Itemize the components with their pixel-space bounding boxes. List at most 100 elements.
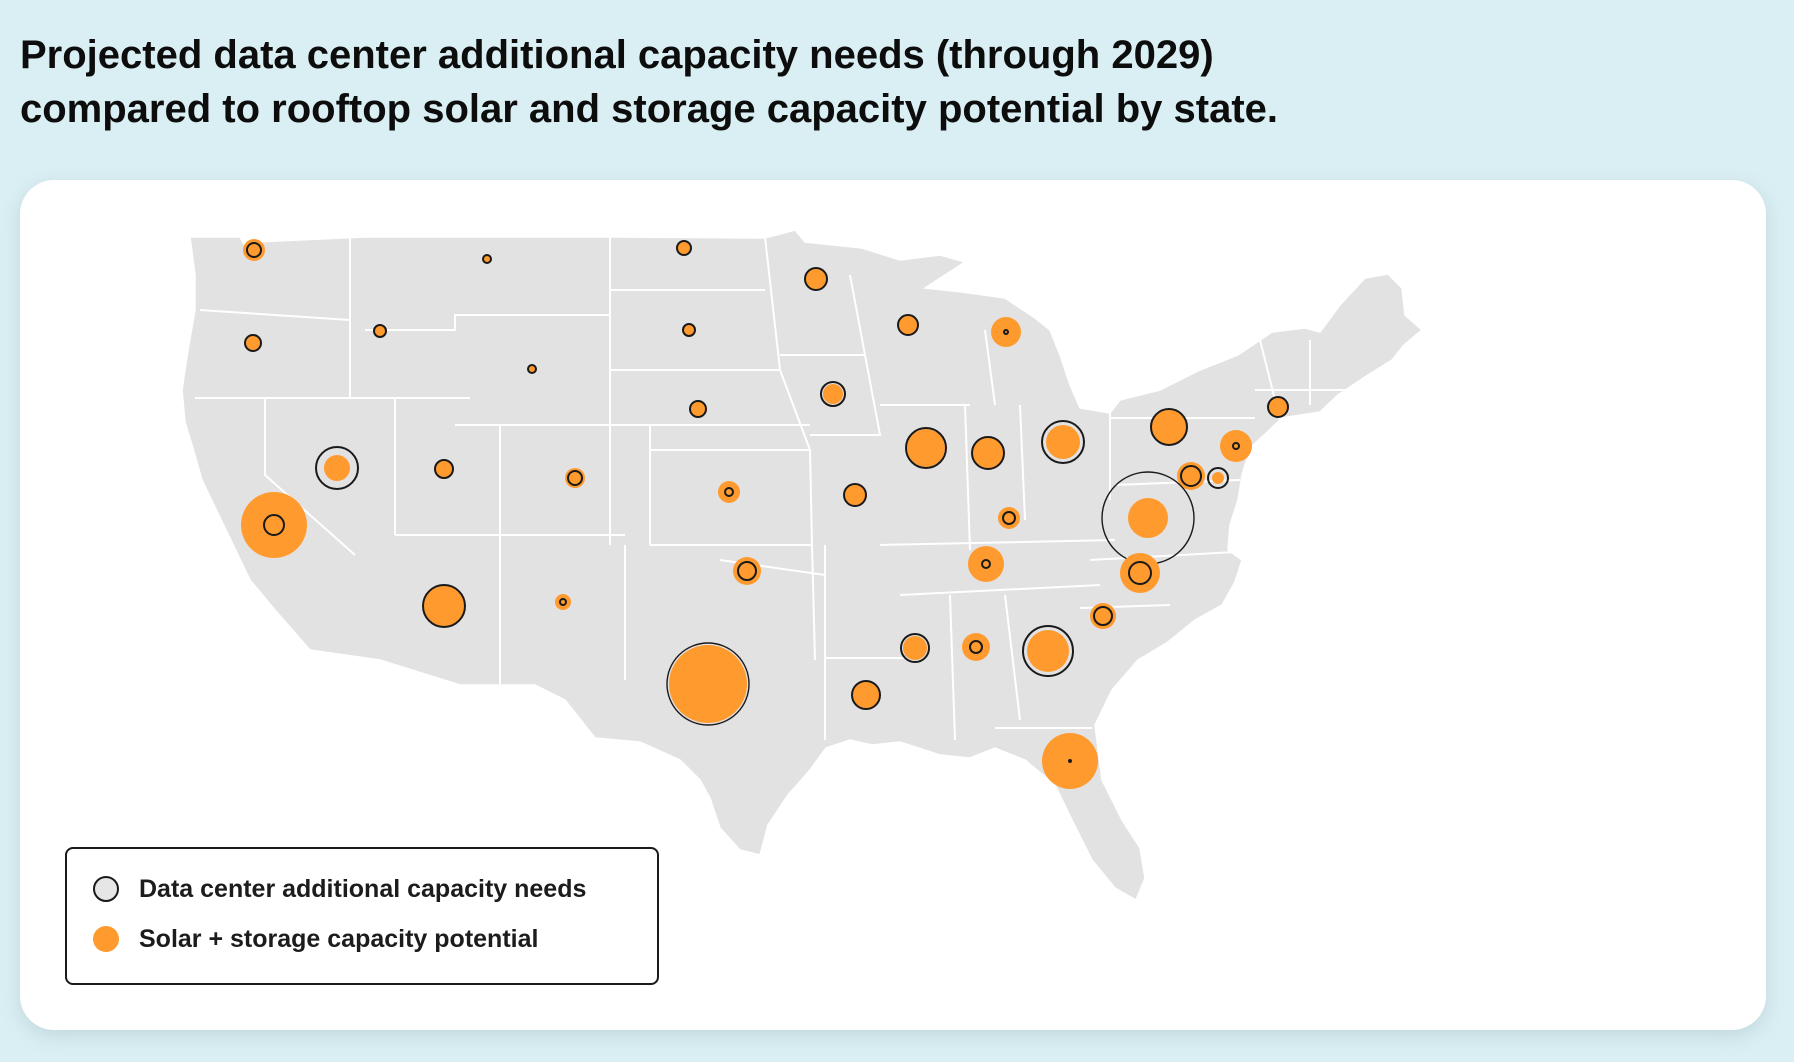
bubble-nj: [1220, 430, 1252, 462]
border-il-in: [964, 404, 971, 551]
border-mi: [984, 329, 996, 406]
bubble-oh: [1041, 420, 1085, 464]
solar-dot-nv: [324, 455, 350, 481]
data-center-ring-nv: [315, 446, 359, 490]
data-center-ring-la: [851, 680, 881, 710]
bubble-mt: [482, 254, 492, 264]
data-center-ring-co: [567, 470, 583, 486]
solar-dot-oh: [1046, 425, 1080, 459]
bubble-id: [373, 324, 387, 338]
data-center-ring-ut: [434, 459, 454, 479]
solar-dot-wy: [528, 365, 536, 373]
solar-dot-ky: [998, 507, 1020, 529]
bubble-nm: [555, 594, 571, 610]
bubble-sd: [682, 323, 696, 337]
orange-dot-icon: [93, 926, 119, 952]
data-center-ring-ca: [263, 514, 285, 536]
bubble-mn: [804, 267, 828, 291]
legend-label-data-center: Data center additional capacity needs: [139, 874, 587, 903]
solar-dot-al: [962, 633, 990, 661]
bubble-wa: [243, 239, 265, 261]
bubble-sc: [1090, 603, 1116, 629]
us-map: [181, 229, 1424, 902]
solar-dot-ca: [241, 492, 307, 558]
solar-dot-ms: [903, 636, 927, 660]
solar-dot-ia: [823, 384, 843, 404]
data-center-ring-wy: [527, 364, 537, 374]
data-center-ring-il: [905, 427, 947, 469]
bubble-la: [851, 680, 881, 710]
legend-item-data-center: Data center additional capacity needs: [93, 873, 586, 905]
bubble-pa: [1150, 408, 1188, 446]
bubble-wi: [897, 314, 919, 336]
data-center-ring-ga: [1022, 625, 1074, 677]
solar-dot-nc: [1120, 553, 1160, 593]
data-center-ring-ky: [1002, 511, 1016, 525]
data-center-ring-ks: [724, 487, 734, 497]
solar-dot-ga: [1027, 630, 1069, 672]
border-wa-or: [199, 309, 351, 321]
map-card: Data center additional capacity needs So…: [20, 180, 1766, 1030]
bubble-in: [971, 436, 1005, 470]
data-center-ring-de: [1207, 467, 1229, 489]
data-center-ring-sc: [1093, 606, 1113, 626]
border-plains-east: [764, 236, 816, 661]
data-center-ring-md: [1180, 465, 1202, 487]
data-center-ring-tx: [666, 642, 750, 726]
bubble-ok: [733, 557, 761, 585]
solar-dot-or: [245, 335, 261, 351]
bubble-ia: [820, 381, 846, 407]
data-center-ring-or: [244, 334, 262, 352]
data-center-ring-pa: [1150, 408, 1188, 446]
solar-dot-va: [1128, 498, 1168, 538]
bubble-nc: [1120, 553, 1160, 593]
data-center-ring-oh: [1041, 420, 1085, 464]
bubble-az: [422, 584, 466, 628]
border-al-ga: [1004, 594, 1021, 721]
bubble-ct: [1267, 396, 1289, 418]
data-center-ring-nd: [676, 240, 692, 256]
solar-dot-ct: [1268, 397, 1288, 417]
data-center-ring-mn: [804, 267, 828, 291]
bubble-layer: [241, 239, 1289, 789]
data-center-ring-mi: [1003, 329, 1009, 335]
solar-dot-ks: [718, 481, 740, 503]
solar-dot-id: [374, 325, 386, 337]
legend-label-solar: Solar + storage capacity potential: [139, 924, 539, 953]
solar-dot-wi: [898, 315, 918, 335]
bubble-wy: [527, 364, 537, 374]
chart-title-line-2: compared to rooftop solar and storage ca…: [20, 87, 1279, 131]
solar-dot-tx: [669, 645, 747, 723]
chart-title-line-1: Projected data center additional capacit…: [20, 33, 1214, 77]
border-in-oh: [1019, 404, 1026, 521]
solar-dot-mt: [483, 255, 491, 263]
data-center-ring-tn: [981, 559, 991, 569]
hollow-circle-icon: [93, 876, 119, 902]
data-center-ring-fl: [1068, 759, 1072, 763]
data-center-ring-wi: [897, 314, 919, 336]
data-center-ring-mt: [482, 254, 492, 264]
border-mn-wi: [849, 274, 866, 356]
solar-dot-nd: [677, 241, 691, 255]
data-center-ring-sd: [682, 323, 696, 337]
bubble-ks: [718, 481, 740, 503]
bubble-nv: [315, 446, 359, 490]
bubble-ca: [241, 492, 307, 558]
solar-dot-mo: [844, 484, 866, 506]
state-borders: [195, 236, 1345, 741]
solar-dot-sd: [683, 324, 695, 336]
bubble-mi: [991, 317, 1021, 347]
solar-dot-pa: [1151, 409, 1187, 445]
border-ky-tn: [879, 539, 1116, 546]
solar-dot-nj: [1220, 430, 1252, 462]
data-center-ring-wa: [246, 242, 262, 258]
land-layer: [181, 229, 1424, 902]
solar-dot-az: [423, 585, 465, 627]
bubble-tn: [968, 546, 1004, 582]
data-center-ring-ia: [820, 381, 846, 407]
legend-item-solar: Solar + storage capacity potential: [93, 923, 538, 955]
bubble-fl: [1042, 733, 1098, 789]
data-center-ring-az: [422, 584, 466, 628]
data-center-ring-ms: [900, 633, 930, 663]
data-center-ring-ok: [737, 561, 757, 581]
